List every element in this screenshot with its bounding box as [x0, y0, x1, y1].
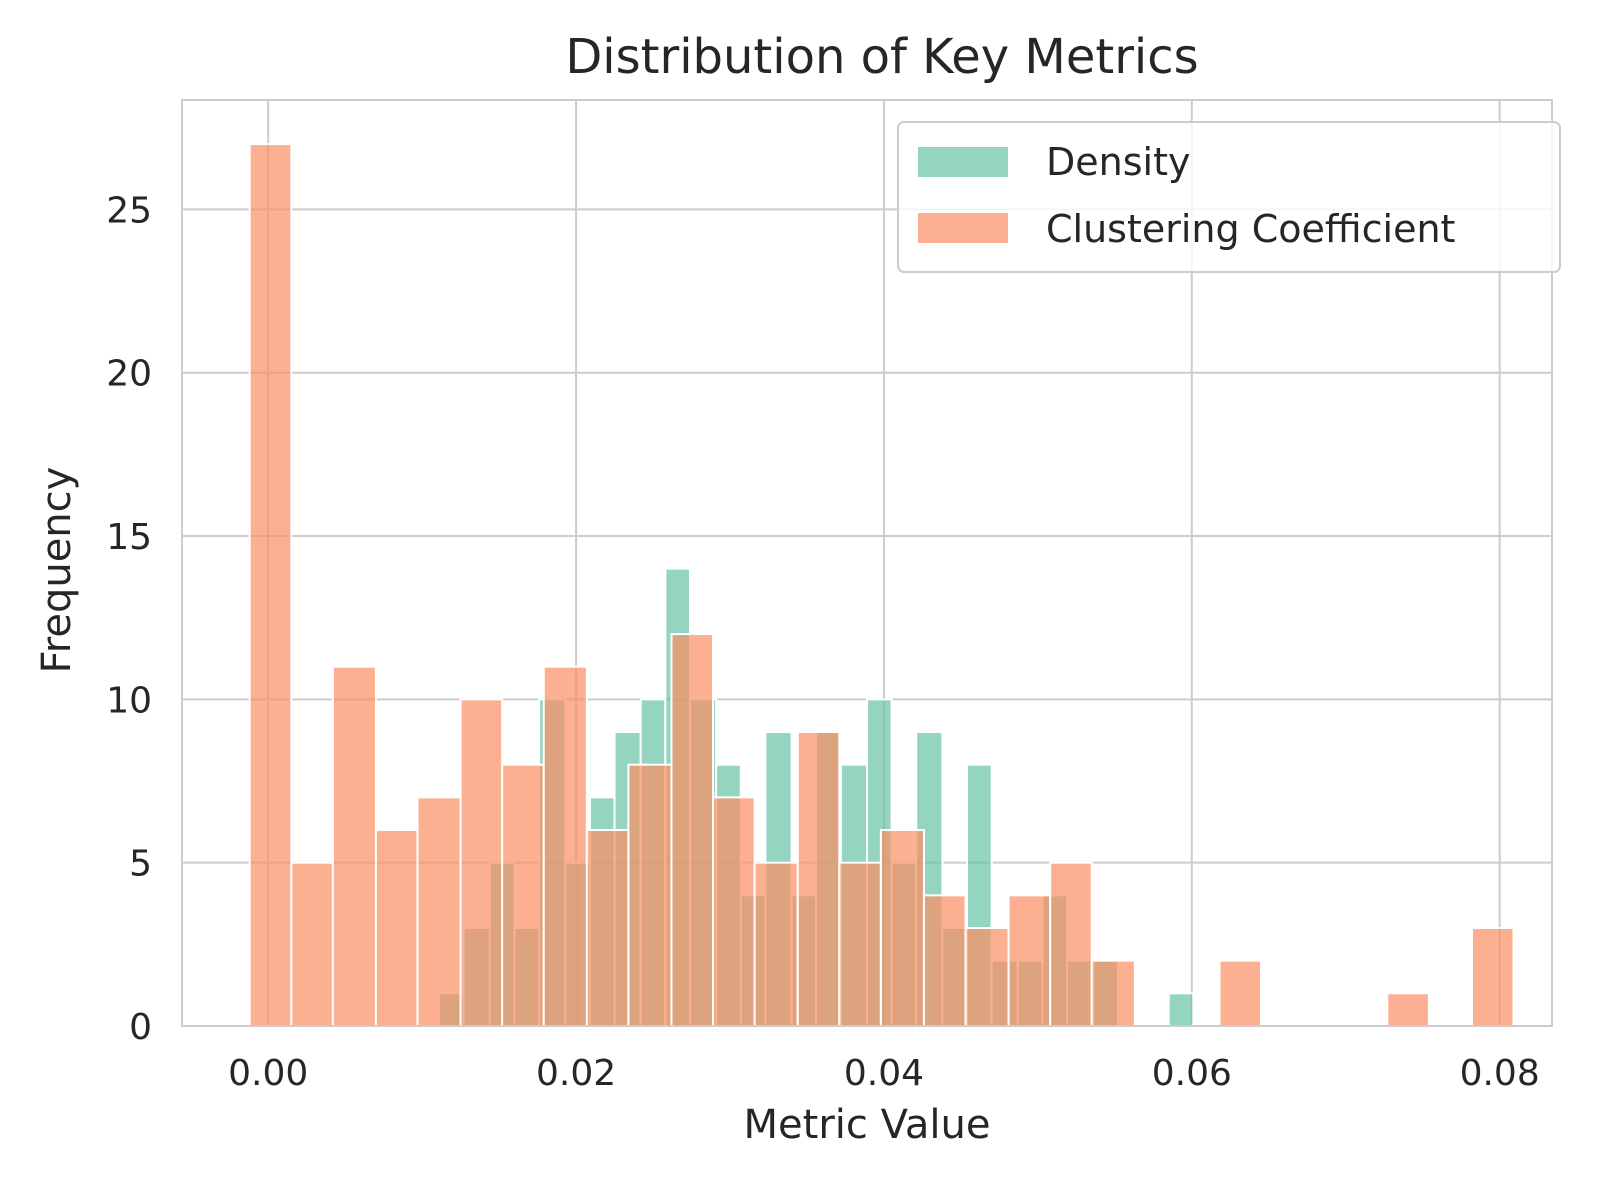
bar-clustering-coefficient [670, 633, 715, 1028]
bar-clustering-coefficient [374, 829, 419, 1028]
legend-swatch-density [918, 147, 1008, 177]
bar-clustering-coefficient [1218, 959, 1263, 1027]
x-tick-label: 0.02 [536, 1053, 616, 1094]
bar-clustering-coefficient [501, 763, 545, 1027]
bar-clustering-coefficient [331, 665, 377, 1027]
bar-clustering-coefficient [290, 861, 334, 1028]
bar-clustering-coefficient [542, 665, 588, 1027]
y-tick-labels: 0 5 10 15 20 25 [106, 190, 152, 1048]
bar-density [1167, 992, 1195, 1027]
bar-clustering-coefficient [922, 894, 967, 1027]
bar-clustering-coefficient [1007, 894, 1052, 1027]
bar-clustering-coefficient [1049, 861, 1093, 1028]
bar-clustering-coefficient [459, 698, 504, 1027]
bar-clustering-coefficient [585, 829, 630, 1028]
x-tick-label: 0.06 [1152, 1053, 1232, 1094]
chart-title: Distribution of Key Metrics [565, 29, 1198, 85]
bar-clustering-coefficient [964, 927, 1010, 1027]
bar-clustering-coefficient [753, 861, 799, 1028]
bar-clustering-coefficient [796, 731, 841, 1027]
plot-frame [181, 99, 1553, 1027]
legend-label-density: Density [1046, 140, 1190, 184]
bar-clustering-coefficient [248, 143, 293, 1028]
legend-swatch-clustering-coefficient [918, 213, 1008, 243]
bar-clustering-coefficient [712, 796, 756, 1027]
bar-clustering-coefficient [838, 861, 882, 1028]
x-tick-label: 0.08 [1460, 1053, 1540, 1094]
y-tick-label: 0 [129, 1007, 152, 1048]
y-tick-label: 20 [106, 354, 152, 395]
bar-clustering-coefficient [416, 796, 462, 1027]
bar-clustering-coefficient [879, 829, 925, 1028]
bar-clustering-coefficient [1386, 992, 1430, 1027]
bar-clustering-coefficient [627, 763, 673, 1027]
y-tick-label: 10 [106, 680, 152, 721]
x-axis-title: Metric Value [744, 1102, 991, 1148]
bar-clustering-coefficient [1470, 927, 1515, 1027]
y-axis-title: Frequency [34, 467, 80, 674]
y-tick-label: 15 [106, 517, 152, 558]
legend-box [897, 121, 1561, 273]
x-tick-label: 0.04 [844, 1053, 924, 1094]
histogram-bars [248, 143, 1515, 1028]
y-tick-label: 5 [129, 844, 152, 885]
legend-label-clustering-coefficient: Clustering Coefficient [1046, 207, 1455, 251]
legend: Density Clustering Coefficient [897, 121, 1561, 273]
x-tick-label: 0.00 [228, 1053, 308, 1094]
bar-clustering-coefficient [1090, 959, 1136, 1027]
x-tick-labels: 0.00 0.02 0.04 0.06 0.08 [228, 1053, 1540, 1094]
y-tick-label: 25 [106, 190, 152, 231]
